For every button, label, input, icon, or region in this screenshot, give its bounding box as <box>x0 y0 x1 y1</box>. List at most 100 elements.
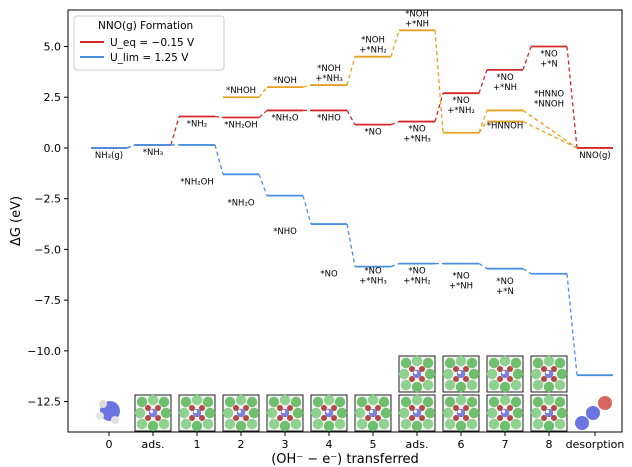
state-label-25: *NO <box>452 272 470 282</box>
x-tick-label-2: 1 <box>194 438 201 451</box>
x-axis-label: (OH⁻ − e⁻) transferred <box>271 452 419 467</box>
x-tick-label-3: 2 <box>238 438 245 451</box>
connector-1-2 <box>214 144 224 175</box>
state-label-18-b: *NNOH <box>534 99 564 109</box>
structure-image-low-4 <box>266 394 304 432</box>
state-label-18: *HNNO <box>534 89 564 99</box>
state-label-26-b: +*N <box>496 287 514 297</box>
state-label-8-b: +*NH₂ <box>447 106 475 116</box>
structure-thumbnails <box>96 355 612 432</box>
y-tick-label-2: 0.0 <box>44 142 62 155</box>
state-label-10: *NO <box>540 50 558 60</box>
nno-molecule-image <box>575 396 612 430</box>
state-label-23: *NO <box>364 267 382 277</box>
state-label-6: *NO <box>364 128 382 138</box>
y-tick-label-7: −12.5 <box>27 396 61 409</box>
connector-1-8 <box>478 263 488 270</box>
connector-1-6 <box>390 262 400 268</box>
state-label-10-b: +*N <box>540 60 558 70</box>
connector-0-6 <box>390 120 400 126</box>
state-label-17: *HNNOH <box>487 122 523 132</box>
connector-2-5 <box>346 56 356 86</box>
x-tick-label-11: desorption <box>566 438 625 451</box>
state-annotations: NH₃(g) *NH₃*NH₂ *NH₂OH*NH₂O *NHO*NO *NO+*NH₃… <box>95 9 611 388</box>
state-label-12: *NHOH <box>226 86 256 96</box>
state-label-14-b: +*NH₃ <box>315 74 343 84</box>
state-label-9-b: +*NH <box>493 83 517 93</box>
legend: NNO(g) Formation U_eq = −0.15 V U_lim = 1.… <box>73 15 225 71</box>
upper-connector-2-end <box>522 109 578 149</box>
x-tick-label-0: 0 <box>106 438 113 451</box>
connector-1-9 <box>522 268 532 275</box>
y-tick-label-4: −5.0 <box>34 243 61 256</box>
series-2 <box>223 29 578 149</box>
structure-image-low-1 <box>134 394 172 432</box>
state-label-8: *NO <box>452 96 470 106</box>
state-label-1: *NH₃ <box>143 148 163 158</box>
state-label-7: *NO <box>408 125 426 135</box>
structure-image-up-8 <box>442 355 480 393</box>
x-tick-label-9: 7 <box>502 438 509 451</box>
connector-0-7 <box>434 93 444 122</box>
state-label-15: *NOH <box>361 36 385 46</box>
connector-0-3 <box>258 109 268 119</box>
energy-levels <box>91 29 613 377</box>
legend-entry-0: U_eq = −0.15 V <box>110 37 195 49</box>
state-label-20: *NH₂O <box>227 199 254 209</box>
connector-2-3 <box>258 86 268 98</box>
y-axis-label: ΔG (eV) <box>9 196 24 246</box>
state-label-26: *NO <box>496 277 514 287</box>
state-label-19: *NH₂OH <box>180 177 214 187</box>
nh3-molecule-image <box>96 400 120 424</box>
structure-image-up-9 <box>486 355 524 393</box>
state-label-15-b: +*NH₂ <box>359 46 387 56</box>
series-1 <box>91 144 613 377</box>
state-label-5: *NHO <box>317 113 341 123</box>
state-label-25-b: +*NH <box>449 282 473 292</box>
plot-area <box>68 10 622 432</box>
connector-0-5 <box>346 110 356 125</box>
axes: 5.0 2.5 0.0 −2.5 −5.0 −7.5 −10.0 −12.5 0 ads. 1 2 3 4… <box>9 9 625 467</box>
connector-1-3 <box>258 174 268 196</box>
state-label-7-b: +*NH₃ <box>403 135 431 145</box>
structure-image-low-10 <box>530 394 568 432</box>
state-label-4: *NH₂O <box>271 113 298 123</box>
state-label-3: *NH₂OH <box>224 121 258 131</box>
state-label-9: *NO <box>496 73 514 83</box>
state-label-14: *NOH <box>317 64 341 74</box>
connector-2-6 <box>390 30 400 57</box>
connector-2-7 <box>434 30 444 133</box>
legend-box <box>73 15 225 71</box>
legend-title: NNO(g) Formation <box>98 20 193 32</box>
state-label-0: NH₃(g) <box>95 151 123 161</box>
y-tick-label-0: 5.0 <box>44 41 62 54</box>
state-label-16-b: +*NH <box>405 19 429 29</box>
x-tick-label-8: 6 <box>458 438 465 451</box>
structure-image-low-5 <box>310 394 348 432</box>
x-tick-label-4: 3 <box>282 438 289 451</box>
connector-1-10 <box>566 273 578 376</box>
plot-frame <box>67 9 623 433</box>
legend-entry-1: U_lim = 1.25 V <box>110 52 189 64</box>
connector-1-0 <box>126 144 136 149</box>
structure-image-up-7 <box>398 355 436 393</box>
structure-image-low-3 <box>222 394 260 432</box>
state-label-24: *NO <box>408 267 426 277</box>
structure-image-low-8 <box>442 394 480 432</box>
state-label-13: *NOH <box>273 76 297 86</box>
x-tick-label-1: ads. <box>142 438 165 451</box>
structure-image-low-2 <box>178 394 216 432</box>
connector-0-1 <box>170 116 180 146</box>
state-label-2: *NH₂ <box>187 120 207 130</box>
x-tick-label-7: ads. <box>406 438 429 451</box>
state-label-16: *NOH <box>405 9 429 19</box>
x-tick-label-6: 5 <box>370 438 377 451</box>
connector-0-2 <box>214 115 224 119</box>
y-tick-label-3: −2.5 <box>34 193 61 206</box>
structure-image-up-10 <box>530 355 568 393</box>
connector-1-5 <box>346 223 356 267</box>
structure-image-low-6 <box>354 394 392 432</box>
state-label-23-b: +*NH₃ <box>359 277 387 287</box>
y-tick-label-6: −10.0 <box>27 345 61 358</box>
